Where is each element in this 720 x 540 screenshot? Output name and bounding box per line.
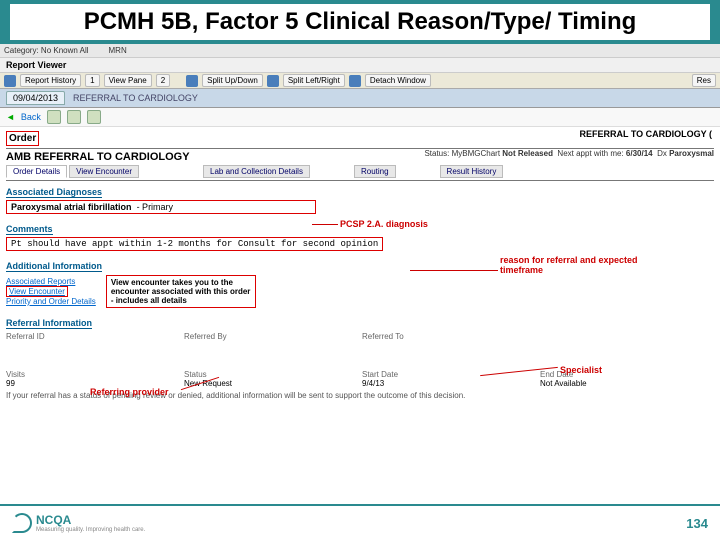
visits-grid: Visits 99 Status New Request Start Date … bbox=[6, 370, 714, 388]
refby-label: Referred By bbox=[184, 332, 358, 341]
logo-tagline: Measuring quality. Improving health care… bbox=[36, 527, 145, 533]
patient-info-bar: Category: No Known All MRN bbox=[0, 44, 720, 58]
ncqa-logo: NCQA Measuring quality. Improving health… bbox=[12, 513, 145, 533]
refid-label: Referral ID bbox=[6, 332, 180, 341]
back-button[interactable]: Back bbox=[21, 112, 41, 122]
split-ud-icon bbox=[186, 75, 198, 87]
detach-icon bbox=[349, 75, 361, 87]
end-date-value: Not Available bbox=[540, 379, 714, 388]
next-appt-value: 6/30/14 bbox=[626, 149, 653, 158]
link-group: Associated Reports View Encounter Priori… bbox=[6, 277, 96, 306]
tab-routing[interactable]: Routing bbox=[354, 165, 396, 178]
referral-grid-headers: Referral ID Referred By Referred To bbox=[6, 332, 714, 341]
annot-pcsp: PCSP 2.A. diagnosis bbox=[340, 219, 428, 229]
res-button[interactable]: Res bbox=[692, 74, 716, 87]
page-number: 134 bbox=[686, 516, 708, 531]
slide-title-bar: PCMH 5B, Factor 5 Clinical Reason/Type/ … bbox=[0, 0, 720, 44]
start-date-value: 9/4/13 bbox=[362, 379, 536, 388]
diagnosis-text: Paroxysmal atrial fibrillation bbox=[11, 202, 132, 212]
comments-text: Pt should have appt within 1-2 months fo… bbox=[6, 237, 383, 251]
annot-ref-provider: Referring provider bbox=[90, 387, 169, 397]
report-content: REFERRAL TO CARDIOLOGY ( Order AMB REFER… bbox=[0, 127, 720, 400]
status-label: Status: bbox=[424, 149, 449, 158]
category-value: No Known All bbox=[41, 46, 89, 55]
nav-row: ◄ Back bbox=[0, 108, 720, 127]
order-right-header: REFERRAL TO CARDIOLOGY ( bbox=[579, 129, 712, 139]
annot-reason: reason for referral and expected timefra… bbox=[500, 255, 640, 275]
addl-info-header: Additional Information bbox=[6, 261, 102, 272]
pane-2-button[interactable]: 2 bbox=[156, 74, 170, 87]
tab-doc-name: REFERRAL TO CARDIOLOGY bbox=[73, 93, 198, 103]
refto-label: Referred To bbox=[362, 332, 536, 341]
slide-title: PCMH 5B, Factor 5 Clinical Reason/Type/ … bbox=[10, 4, 710, 40]
category-label: Category: bbox=[4, 46, 39, 55]
nav-icon-1[interactable] bbox=[47, 110, 61, 124]
detach-window-button[interactable]: Detach Window bbox=[365, 74, 431, 87]
split-up-down-button[interactable]: Split Up/Down bbox=[202, 74, 263, 87]
tab-result-history[interactable]: Result History bbox=[440, 165, 504, 178]
annot-line-reason bbox=[410, 270, 498, 271]
visits-label: Visits bbox=[6, 370, 180, 379]
status-mychart: MyBMGChart bbox=[452, 149, 500, 158]
tab-lab-details[interactable]: Lab and Collection Details bbox=[203, 165, 310, 178]
report-history-button[interactable]: Report History bbox=[20, 74, 81, 87]
comments-header: Comments bbox=[6, 224, 53, 235]
slide-footer: NCQA Measuring quality. Improving health… bbox=[0, 504, 720, 540]
logo-swirl-icon bbox=[12, 513, 32, 533]
diagnosis-suffix: - Primary bbox=[137, 202, 174, 212]
referral-info-header: Referral Information bbox=[6, 318, 92, 329]
annot-line-pcsp bbox=[312, 224, 338, 225]
next-appt-label: Next appt with me: bbox=[557, 149, 623, 158]
status-value: Not Released bbox=[502, 149, 553, 158]
report-viewer-title: Report Viewer bbox=[6, 60, 66, 70]
diagnosis-row: Paroxysmal atrial fibrillation - Primary bbox=[6, 200, 316, 214]
dx-label: Dx bbox=[657, 149, 667, 158]
order-tabs: Order Details View Encounter Lab and Col… bbox=[6, 165, 714, 178]
nav-icon-3[interactable] bbox=[87, 110, 101, 124]
link-priority-details[interactable]: Priority and Order Details bbox=[6, 297, 96, 306]
tab-strip: 09/04/2013 REFERRAL TO CARDIOLOGY bbox=[0, 89, 720, 108]
nav-icon-2[interactable] bbox=[67, 110, 81, 124]
annot-view-encounter: View encounter takes you to the encounte… bbox=[106, 275, 256, 308]
logo-text: NCQA bbox=[36, 513, 145, 527]
assoc-diag-header: Associated Diagnoses bbox=[6, 187, 102, 198]
date-tab[interactable]: 09/04/2013 bbox=[6, 91, 65, 105]
history-icon[interactable] bbox=[4, 75, 16, 87]
order-section-title: Order bbox=[6, 131, 39, 146]
link-view-encounter[interactable]: View Encounter bbox=[6, 286, 68, 297]
toolbar: Report History 1 View Pane 2 Split Up/Do… bbox=[0, 73, 720, 89]
back-arrow-icon[interactable]: ◄ bbox=[6, 112, 15, 122]
status2-label: Status bbox=[184, 370, 358, 379]
order-name: AMB REFERRAL TO CARDIOLOGY bbox=[6, 151, 190, 163]
pane-1-button[interactable]: 1 bbox=[85, 74, 99, 87]
link-assoc-reports[interactable]: Associated Reports bbox=[6, 277, 96, 286]
order-status-row: Status: MyBMGChart Not Released Next app… bbox=[424, 149, 714, 158]
view-pane-button[interactable]: View Pane bbox=[104, 74, 152, 87]
split-lr-icon bbox=[267, 75, 279, 87]
tab-view-encounter[interactable]: View Encounter bbox=[69, 165, 139, 178]
split-left-right-button[interactable]: Split Left/Right bbox=[283, 74, 345, 87]
tab-order-details[interactable]: Order Details bbox=[6, 165, 67, 178]
annot-specialist: Specialist bbox=[560, 365, 602, 375]
dx-value: Paroxysmal bbox=[669, 149, 714, 158]
mrn-label: MRN bbox=[109, 46, 127, 55]
report-viewer-header: Report Viewer bbox=[0, 58, 720, 73]
